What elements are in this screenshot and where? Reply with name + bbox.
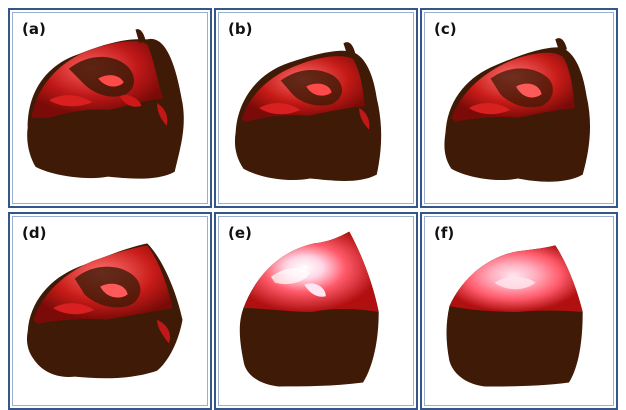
panel-d: (d) [8, 212, 212, 410]
render-f-image [446, 245, 583, 387]
panel-label: (f) [434, 224, 455, 242]
panel-a: (a) [8, 8, 212, 208]
render-d-image [26, 243, 183, 379]
panel-b: (b) [214, 8, 418, 208]
panel-c: (c) [420, 8, 618, 208]
panel-label: (b) [228, 20, 253, 38]
render-e-image [239, 231, 379, 387]
panel-label: (a) [22, 20, 46, 38]
panel-f: (f) [420, 212, 618, 410]
panel-e: (e) [214, 212, 418, 410]
render-c-image [444, 38, 591, 182]
render-a-image [27, 29, 184, 179]
panel-label: (e) [228, 224, 252, 242]
render-b-image [234, 42, 382, 182]
panel-label: (d) [22, 224, 47, 242]
panel-label: (c) [434, 20, 457, 38]
